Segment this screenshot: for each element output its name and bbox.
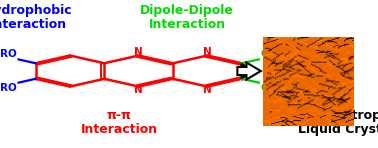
Text: RO: RO	[0, 49, 17, 59]
Text: N: N	[203, 47, 212, 57]
Text: π-π
Interaction: π-π Interaction	[81, 109, 158, 136]
Text: Hydrophobic
Interaction: Hydrophobic Interaction	[0, 4, 73, 31]
Text: CN: CN	[261, 49, 277, 59]
Text: RO: RO	[0, 83, 17, 93]
Text: N: N	[134, 85, 143, 95]
Text: Dipole-Dipole
Interaction: Dipole-Dipole Interaction	[140, 4, 234, 31]
Text: CN: CN	[261, 83, 277, 93]
Text: N: N	[134, 47, 143, 57]
Text: Thermotropic
Liquid Crystal: Thermotropic Liquid Crystal	[297, 109, 378, 136]
Polygon shape	[237, 62, 261, 80]
Text: N: N	[203, 85, 212, 95]
